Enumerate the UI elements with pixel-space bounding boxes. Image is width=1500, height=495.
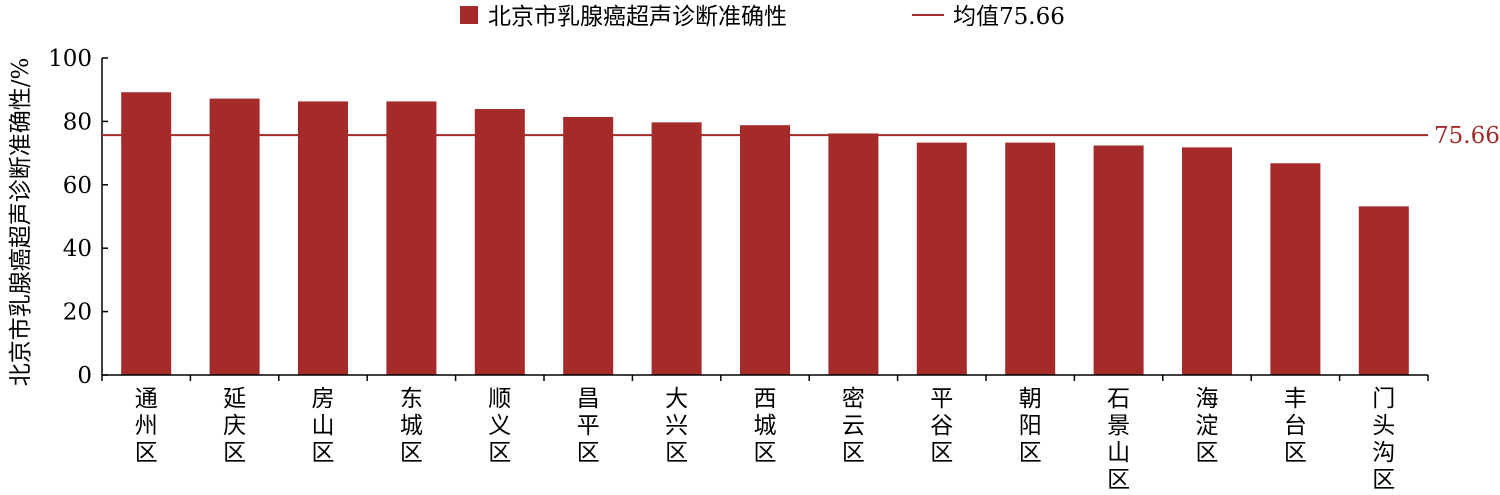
x-tick-label-char: 景 [1107,413,1130,439]
bar [386,101,437,375]
x-tick-label-char: 阳 [1019,413,1042,439]
x-tick-label-char: 州 [135,413,158,439]
x-tick-label-char: 朝 [1019,386,1042,412]
x-tick-label-char: 平 [930,386,953,412]
bar [1270,163,1321,375]
x-tick-label-char: 区 [135,440,158,466]
x-tick-label-char: 丰 [1284,386,1307,412]
y-axis-title: 北京市乳腺癌超声诊断准确性/% [8,58,34,387]
x-tick-label: 房山区 [312,386,335,466]
bar [474,109,525,376]
x-tick-label: 顺义区 [488,386,511,466]
x-tick-label: 西城区 [754,386,777,466]
x-tick-label-char: 通 [135,386,158,412]
bar [1093,145,1144,375]
x-tick-label-char: 区 [312,440,335,466]
x-tick-label: 密云区 [842,386,865,466]
legend: 北京市乳腺癌超声诊断准确性 均值75.66 [460,4,1065,30]
x-tick-label-char: 大 [665,386,688,412]
x-tick-label-char: 城 [754,413,777,439]
mean-line-label: 75.66 [1434,123,1500,149]
legend-label-mean-line: 均值75.66 [953,4,1065,30]
y-tick-label: 60 [63,173,92,199]
bar [298,101,348,375]
x-tick-label-char: 区 [1019,440,1042,466]
x-tick-label: 昌平区 [577,386,600,466]
x-tick-label-char: 谷 [930,413,953,439]
x-tick-label-char: 区 [400,440,423,466]
x-tick-label-char: 区 [1284,440,1307,466]
bar [651,122,702,375]
x-tick-label-char: 平 [577,413,600,439]
x-tick-label-char: 区 [842,440,865,466]
x-tick-label-char: 密 [842,386,865,412]
x-tick-label-char: 区 [754,440,777,466]
bar [121,92,172,376]
x-tick-label-char: 山 [1107,440,1130,466]
x-tick-label-char: 云 [842,413,865,439]
x-tick-label-char: 区 [665,440,688,466]
x-tick-label-char: 房 [312,386,335,412]
x-tick-label-char: 区 [488,440,511,466]
x-tick-label-char: 山 [312,413,335,439]
x-tick-label: 海淀区 [1196,386,1219,466]
x-tick-label: 大兴区 [665,386,688,466]
x-tick-label-char: 顺 [488,386,511,412]
x-tick-label-char: 昌 [577,386,600,412]
x-tick-label-char: 门 [1372,386,1395,412]
x-tick-label-char: 区 [1107,467,1130,493]
x-tick-label: 通州区 [135,386,158,466]
x-tick-label-char: 区 [1372,467,1395,493]
x-tick-label-char: 区 [930,440,953,466]
bar [209,98,260,376]
bar [740,125,790,375]
x-tick-label: 朝阳区 [1019,386,1042,466]
x-tick-label-char: 区 [577,440,600,466]
y-tick-label: 100 [48,46,92,72]
x-tick-label-char: 区 [223,440,246,466]
bar [1182,147,1232,375]
x-tick-label-char: 西 [754,386,777,412]
x-tick-label: 丰台区 [1284,386,1307,466]
x-tick-label-char: 台 [1284,413,1307,439]
x-tick-label-char: 石 [1107,386,1130,412]
x-tick-label-char: 海 [1196,386,1219,412]
y-tick-label: 20 [63,300,92,326]
x-tick-label-char: 区 [1196,440,1219,466]
bar [916,142,967,375]
x-tick-label: 平谷区 [930,386,953,466]
x-tick-label-char: 淀 [1196,413,1219,439]
x-tick-label-char: 庆 [223,413,246,439]
legend-swatch-bar [460,6,478,24]
legend-label-bar: 北京市乳腺癌超声诊断准确性 [488,4,787,30]
y-tick-label: 40 [63,236,92,262]
plot-area: 020406080100通州区延庆区房山区东城区顺义区昌平区大兴区西城区密云区平… [48,46,1500,493]
y-tick-label: 0 [77,363,92,389]
x-tick-label-char: 延 [223,386,246,412]
x-tick-label-char: 城 [400,413,423,439]
y-tick-label: 80 [63,109,92,135]
bar [828,133,879,375]
bar [563,116,614,375]
x-tick-label-char: 兴 [665,413,688,439]
x-tick-label-char: 义 [488,413,511,439]
bar [1005,142,1056,375]
x-tick-label-char: 头 [1372,413,1395,439]
x-tick-label-char: 东 [400,386,423,412]
x-tick-label-char: 沟 [1372,440,1395,466]
x-tick-label: 东城区 [400,386,423,466]
x-tick-label: 延庆区 [223,386,246,466]
bar [1358,206,1409,375]
